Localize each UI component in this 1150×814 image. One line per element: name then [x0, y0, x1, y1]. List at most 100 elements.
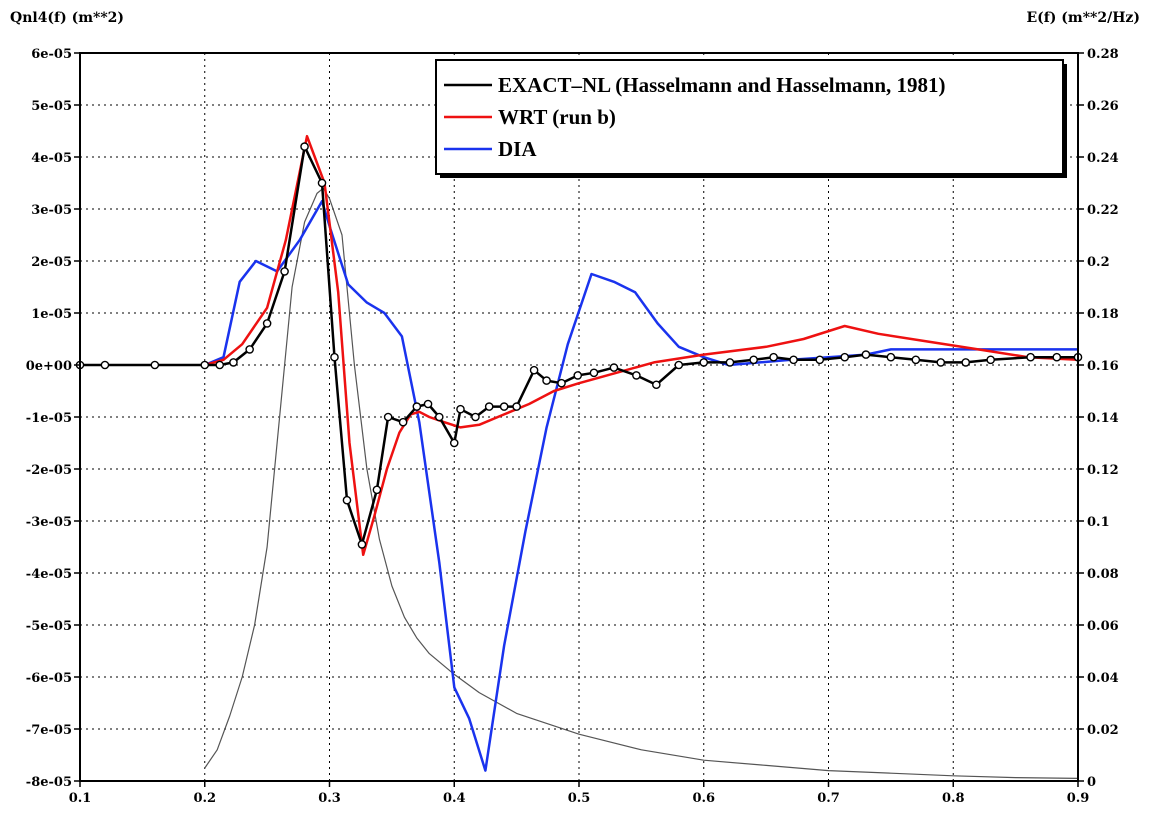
y-right-tick-label: 0.12 — [1087, 463, 1119, 478]
series-exact-nl-point — [245, 345, 254, 354]
y-right-tick-label: 0.08 — [1087, 567, 1119, 582]
x-tick-label: 0.5 — [568, 791, 591, 806]
series-exact-nl-point — [100, 360, 110, 370]
series-exact-nl-point — [342, 495, 352, 505]
series-exact-nl-point — [529, 365, 539, 375]
y-right-tick-label: 0.22 — [1087, 203, 1119, 218]
y-right-axis-title: E(f) (m**2/Hz) — [1026, 10, 1140, 26]
x-tick-label: 0.6 — [692, 791, 715, 806]
y-right-tick-label: 0.2 — [1087, 255, 1110, 270]
x-tick-label: 0.9 — [1067, 791, 1090, 806]
series-exact-nl-point — [357, 540, 367, 549]
y-left-tick-label: -5e-05 — [26, 619, 72, 634]
y-left-tick-label: 1e-05 — [31, 307, 72, 322]
y-left-tick-label: -6e-05 — [26, 671, 72, 686]
series-exact-nl-point — [769, 352, 778, 362]
y-left-tick-label: -7e-05 — [26, 723, 72, 738]
y-left-tick-label: 6e-05 — [31, 47, 72, 62]
series-exact-nl-point — [815, 355, 825, 365]
series-exact-nl-point — [215, 360, 225, 370]
y-right-tick-label: 0 — [1087, 775, 1096, 790]
series-exact-nl-point — [449, 438, 459, 448]
legend-box — [435, 59, 1064, 175]
series-exact-nl-point — [372, 485, 382, 495]
series-exact-nl-point — [456, 404, 465, 414]
y-left-tick-label: 4e-05 — [31, 151, 72, 166]
series-exact-nl-point — [725, 358, 735, 367]
y-right-tick-label: 0.18 — [1087, 307, 1119, 322]
y-right-tick-label: 0.28 — [1087, 47, 1119, 62]
y-left-tick-label: -2e-05 — [26, 463, 72, 478]
x-tick-label: 0.7 — [817, 791, 840, 806]
y-right-tick-label: 0.06 — [1087, 619, 1119, 634]
series-exact-nl-point — [330, 352, 339, 362]
series-exact-nl-point — [383, 412, 393, 422]
y-left-tick-label: -8e-05 — [26, 775, 72, 790]
series-exact-nl-point — [262, 319, 272, 328]
series-exact-nl-point — [861, 350, 871, 359]
series-exact-nl-point — [484, 402, 494, 411]
series-exact-nl-point — [229, 358, 238, 367]
series-exact-nl-point — [840, 352, 850, 362]
y-left-axis-title: Qnl4(f) (m**2) — [10, 10, 124, 26]
x-tick-label: 0.2 — [193, 791, 216, 806]
x-tick-label: 0.4 — [443, 791, 466, 806]
series-exact-nl-point — [300, 142, 309, 151]
series-exact-nl-point — [749, 355, 758, 365]
plot-series — [75, 134, 1083, 779]
series-exact-nl-point — [886, 352, 896, 362]
series-dia-line — [204, 199, 1078, 772]
series-exact-nl-point — [471, 412, 480, 422]
legend: EXACT–NL (Hasselmann and Hasselmann, 198… — [435, 59, 1067, 178]
series-exact-nl-point — [961, 358, 971, 367]
y-right-tick-label: 0.24 — [1087, 151, 1119, 166]
x-tick-label: 0.8 — [942, 791, 965, 806]
series-exact-nl-point — [589, 368, 599, 378]
series-exact-nl-point — [986, 355, 995, 365]
series-exact-nl-point — [280, 267, 289, 276]
series-exact-nl-line — [80, 145, 1078, 546]
x-tick-label: 0.3 — [318, 791, 341, 806]
y-left-tick-label: -3e-05 — [26, 515, 72, 530]
series-exact-nl-point — [573, 371, 583, 380]
series-exact-nl-point — [699, 358, 709, 367]
y-right-tick-label: 0.1 — [1087, 515, 1110, 530]
series-exact-nl-point — [542, 376, 551, 385]
series-exact-nl-point — [557, 378, 566, 388]
y-right-tick-label: 0.02 — [1087, 723, 1119, 738]
series-spectrum-line — [204, 187, 1079, 779]
y-right-tick-label: 0.14 — [1087, 411, 1119, 426]
series-exact-nl-point — [499, 402, 509, 411]
series-exact-nl-point — [1052, 352, 1062, 362]
series-exact-nl-point — [200, 360, 210, 370]
x-tick-label: 0.1 — [69, 791, 92, 806]
series-exact-nl-point — [150, 360, 160, 370]
series-exact-nl-point — [609, 363, 619, 372]
series-exact-nl-point — [1026, 352, 1035, 362]
series-exact-nl-point — [423, 399, 433, 409]
axes: 0.1 0.2 0.3 0.4 0.5 0.6 0.7 0.8 0.9 6e-05 0.28 5e-0… — [26, 47, 1119, 806]
y-left-tick-label: -1e-05 — [26, 411, 72, 426]
series-exact-nl-point — [632, 371, 641, 380]
y-left-tick-label: 2e-05 — [31, 255, 72, 270]
y-left-tick-label: -4e-05 — [26, 567, 72, 582]
series-exact-nl-point — [412, 402, 422, 411]
series-exact-nl-point — [789, 355, 798, 365]
y-left-tick-label: 5e-05 — [31, 99, 72, 114]
legend-label: DIA — [498, 137, 537, 161]
y-right-tick-label: 0.16 — [1087, 359, 1119, 374]
series-exact-nl-point — [936, 358, 946, 367]
series-exact-nl-point — [434, 412, 444, 422]
series-exact-nl-point — [911, 355, 921, 365]
series-exact-nl-point — [652, 380, 661, 390]
legend-label: WRT (run b) — [498, 105, 616, 129]
series-exact-nl-point — [317, 178, 327, 188]
y-left-tick-label: 3e-05 — [31, 203, 72, 218]
y-right-tick-label: 0.26 — [1087, 99, 1119, 114]
y-left-tick-label: 0e+00 — [26, 359, 72, 374]
series-exact-nl-point — [398, 417, 408, 427]
series-exact-nl-point — [512, 402, 521, 411]
y-right-tick-label: 0.04 — [1087, 671, 1119, 686]
series-exact-nl-point — [674, 360, 684, 370]
